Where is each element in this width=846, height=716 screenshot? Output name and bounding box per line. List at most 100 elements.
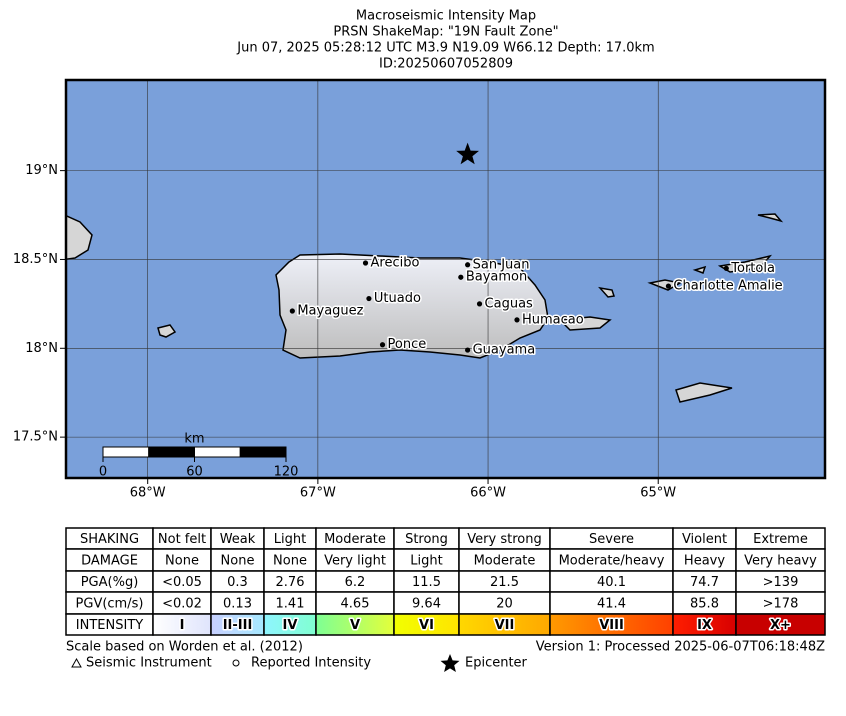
scale-label: 60 bbox=[186, 465, 203, 480]
puerto-rico bbox=[275, 253, 549, 359]
y-tick-label: 17.5°N bbox=[13, 430, 58, 445]
table-text: Very light bbox=[324, 554, 386, 569]
city-label: Charlotte Amalie bbox=[673, 279, 782, 294]
city-label: Guayama bbox=[473, 343, 536, 358]
table-text: Moderate bbox=[324, 532, 386, 547]
table-text: INTENSITY bbox=[76, 618, 143, 633]
city-label: Bayamon bbox=[466, 270, 527, 285]
intensity-table: SHAKING Not felt Weak Light Moderate Strong Ve… bbox=[65, 527, 826, 636]
city-label: Humacao bbox=[522, 312, 584, 327]
city-label: Utuado bbox=[374, 291, 421, 306]
city-label: Tortola bbox=[730, 261, 775, 276]
tortola-island bbox=[717, 254, 773, 273]
table-text: Very heavy bbox=[744, 554, 817, 569]
city-dot bbox=[289, 308, 295, 314]
table-text: IX bbox=[697, 618, 712, 633]
table-text: PGV(cm/s) bbox=[76, 597, 144, 612]
table-text: 1.41 bbox=[276, 597, 305, 612]
table-text: VI bbox=[419, 618, 434, 633]
legend-item: Seismic Instrument bbox=[86, 656, 212, 671]
table-text: None bbox=[221, 554, 255, 569]
instrument-icon bbox=[71, 657, 82, 668]
scale-segment bbox=[148, 446, 195, 458]
table-text: PGA(%g) bbox=[81, 575, 139, 590]
table-text: <0.02 bbox=[162, 597, 202, 612]
vieques bbox=[558, 316, 612, 331]
table-text: Not felt bbox=[158, 532, 206, 547]
city-label: Arecibo bbox=[371, 256, 420, 271]
anegada bbox=[757, 213, 784, 223]
scale-unit: km bbox=[184, 432, 204, 447]
table-text: 2.76 bbox=[276, 575, 305, 590]
scale-segment bbox=[239, 446, 287, 458]
table-text: <0.05 bbox=[162, 575, 202, 590]
epicenter-icon bbox=[440, 654, 460, 672]
y-tick-label: 19°N bbox=[25, 163, 58, 178]
table-text: None bbox=[273, 554, 307, 569]
table-text: 11.5 bbox=[412, 575, 441, 590]
city-dot bbox=[723, 265, 729, 271]
city-dot bbox=[465, 347, 471, 353]
table-text: II-III bbox=[223, 618, 253, 633]
city-dot bbox=[362, 260, 369, 266]
table-text: I bbox=[180, 618, 185, 633]
table-text: Extreme bbox=[753, 532, 808, 547]
scale-label: 120 bbox=[274, 465, 299, 480]
mona-island bbox=[157, 324, 177, 338]
table-text: VII bbox=[495, 618, 515, 633]
hispaniola bbox=[66, 214, 93, 260]
table-text: V bbox=[350, 618, 360, 633]
table-text: Moderate/heavy bbox=[559, 554, 665, 569]
table-cell bbox=[735, 613, 826, 636]
title-line: ID:20250607052809 bbox=[379, 57, 513, 72]
table-text: 74.7 bbox=[690, 575, 719, 590]
table-text: 0.13 bbox=[223, 597, 252, 612]
scale-note: Scale based on Worden et al. (2012) bbox=[66, 640, 303, 655]
land bbox=[66, 213, 784, 403]
table-text: >178 bbox=[763, 597, 799, 612]
table-text: 20 bbox=[496, 597, 513, 612]
culebra bbox=[598, 286, 615, 298]
map-frame bbox=[64, 78, 827, 480]
y-tick-label: 18°N bbox=[25, 341, 58, 356]
table-text: X+ bbox=[770, 618, 791, 633]
table-text: 6.2 bbox=[345, 575, 366, 590]
city-dot bbox=[366, 295, 372, 302]
table-text: Light bbox=[274, 532, 306, 547]
table-text: IV bbox=[283, 618, 298, 633]
table-text: Very strong bbox=[467, 532, 541, 547]
table-text: VIII bbox=[599, 618, 624, 633]
table-text: SHAKING bbox=[80, 532, 139, 547]
scale-segment bbox=[102, 446, 150, 458]
legend-item: Reported Intensity bbox=[251, 656, 371, 671]
table-text: Heavy bbox=[684, 554, 725, 569]
table-text: Violent bbox=[682, 532, 727, 547]
version-note: Version 1: Processed 2025-06-07T06:18:48… bbox=[536, 640, 825, 655]
table-text: >139 bbox=[763, 575, 799, 590]
city-dot bbox=[465, 262, 471, 268]
x-tick-label: 67°W bbox=[300, 486, 336, 501]
city-dot bbox=[379, 342, 386, 348]
scale-bar: 0 60 120 km bbox=[99, 432, 299, 480]
table-text: 41.4 bbox=[597, 597, 626, 612]
table-text: 4.65 bbox=[341, 597, 370, 612]
table-text: Light bbox=[410, 554, 442, 569]
table-text: 0.3 bbox=[227, 575, 248, 590]
city-label: San Juan bbox=[473, 257, 530, 272]
graticule bbox=[66, 80, 825, 478]
table-text: 9.64 bbox=[412, 597, 441, 612]
scale-label: 0 bbox=[99, 465, 107, 480]
table-text: 21.5 bbox=[490, 575, 519, 590]
y-tick-label: 18.5°N bbox=[13, 252, 58, 267]
table-text: Weak bbox=[220, 532, 256, 547]
table-text: None bbox=[165, 554, 199, 569]
title-line: Jun 07, 2025 05:28:12 UTC M3.9 N19.09 W6… bbox=[236, 41, 654, 56]
city-dot bbox=[665, 283, 672, 289]
legend-item: Epicenter bbox=[465, 656, 528, 671]
table-text: Moderate bbox=[474, 554, 536, 569]
city-label: Ponce bbox=[388, 337, 427, 352]
city-dot bbox=[514, 317, 520, 323]
